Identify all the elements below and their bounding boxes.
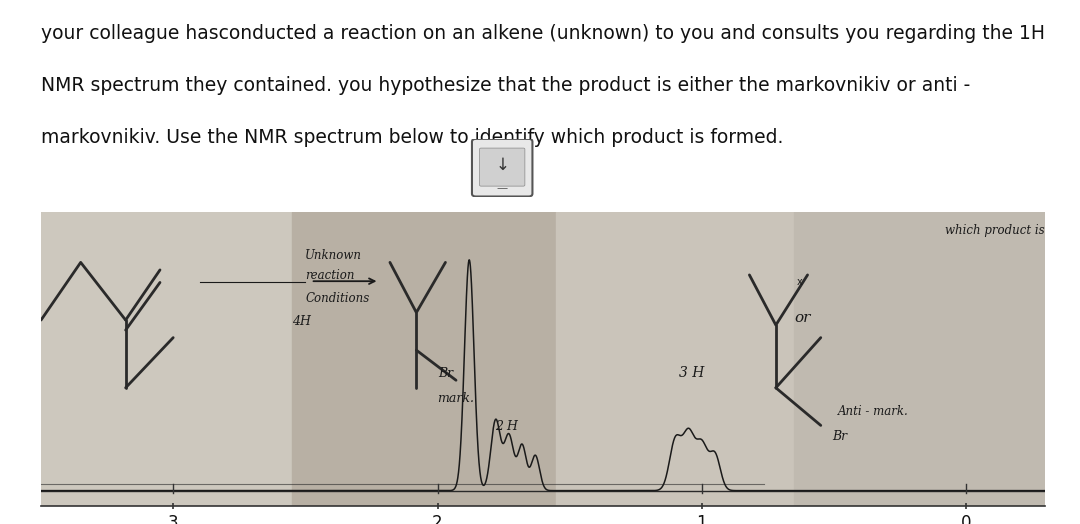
Text: 5: 5 xyxy=(505,173,511,182)
Text: 5▼: 5▼ xyxy=(503,157,514,166)
Text: ·||: ·|| xyxy=(486,152,495,161)
Text: NMR spectrum they contained. you hypothesize that the product is either the mark: NMR spectrum they contained. you hypothe… xyxy=(41,76,970,95)
Bar xyxy=(41,212,292,506)
Text: reaction: reaction xyxy=(306,269,355,282)
Text: .ll: .ll xyxy=(488,167,497,177)
Bar xyxy=(293,212,556,506)
Text: Br: Br xyxy=(437,367,453,380)
FancyBboxPatch shape xyxy=(472,139,532,196)
Text: x: x xyxy=(797,277,802,288)
Text: mark.: mark. xyxy=(437,392,474,406)
Text: Br: Br xyxy=(832,430,847,443)
Text: markovnikiv. Use the NMR spectrum below to identify which product is formed.: markovnikiv. Use the NMR spectrum below … xyxy=(41,128,783,147)
Text: Conditions: Conditions xyxy=(306,292,369,305)
Bar xyxy=(795,212,1045,506)
Text: 3 H: 3 H xyxy=(678,366,704,380)
Text: Unknown: Unknown xyxy=(306,249,363,263)
Text: 4H: 4H xyxy=(293,314,311,328)
Text: —: — xyxy=(497,183,508,193)
Text: 2 H: 2 H xyxy=(495,420,517,433)
FancyBboxPatch shape xyxy=(480,148,525,186)
Text: ↓: ↓ xyxy=(496,156,509,174)
Bar xyxy=(556,212,795,506)
Text: or: or xyxy=(794,311,810,325)
Text: which product is: which product is xyxy=(945,224,1044,237)
Text: your colleague hasconducted a reaction on an alkene (unknown) to you and consult: your colleague hasconducted a reaction o… xyxy=(41,24,1045,42)
Text: Anti - mark.: Anti - mark. xyxy=(838,405,909,418)
